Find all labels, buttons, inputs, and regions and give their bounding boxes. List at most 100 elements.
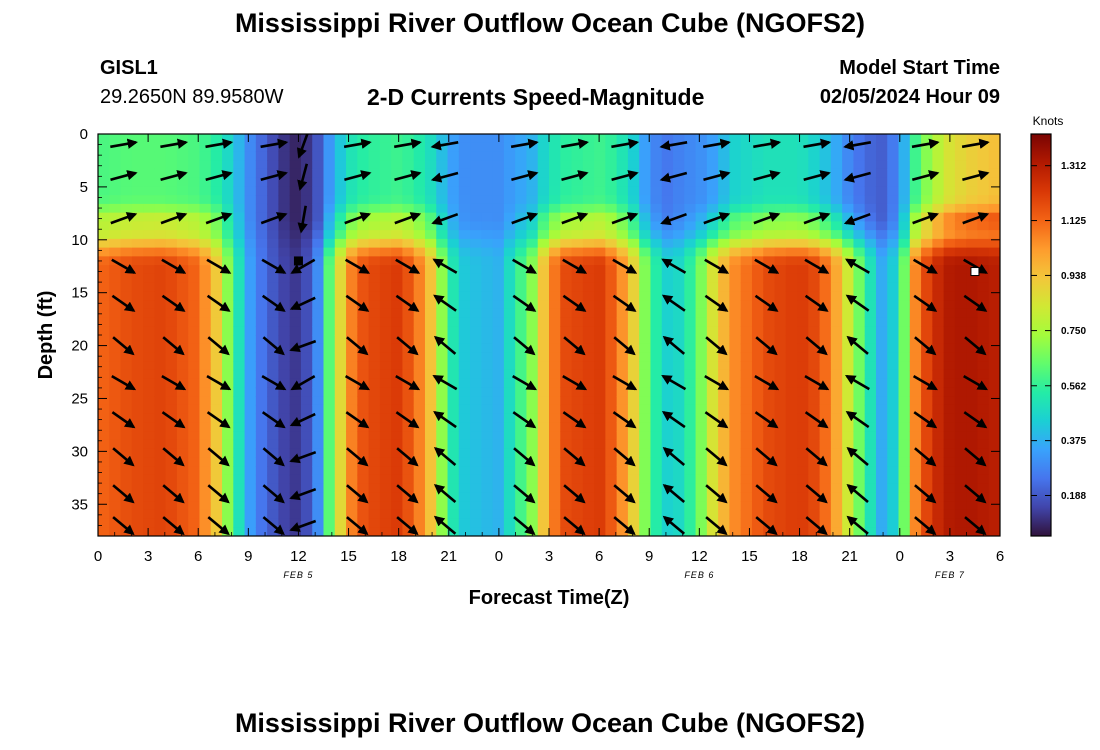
heatmap-cell [954,335,967,345]
heatmap-cell [165,431,178,441]
heatmap-cell [515,431,528,441]
heatmap-cell [368,291,381,301]
heatmap-cell [718,335,731,345]
heatmap-cell [740,317,753,327]
heatmap-cell [560,457,573,467]
heatmap-cell [819,466,832,476]
heatmap-cell [413,195,426,205]
heatmap-cell [436,195,449,205]
heatmap-cell [842,230,855,240]
current-vector [289,412,316,427]
heatmap-cell [560,527,573,536]
heatmap-cell [323,422,336,432]
heatmap-cell [582,518,595,528]
heatmap-cell [853,134,866,144]
heatmap-cell [312,431,325,441]
heatmap-cell [954,326,967,336]
heatmap-cell [368,238,381,249]
heatmap-cell [830,134,843,144]
heatmap-cell [560,300,573,310]
heatmap-cell [424,404,437,415]
heatmap-cell [289,431,302,441]
heatmap-cell [413,317,426,327]
heatmap-cell [98,335,110,345]
heatmap-cell [943,177,956,188]
heatmap-cell [740,282,753,292]
heatmap-cell [751,168,764,179]
heatmap-cell [109,387,122,397]
heatmap-cell [176,160,189,170]
heatmap-cell [470,413,482,423]
heatmap-cell [571,282,584,292]
heatmap-cell [176,317,189,327]
heatmap-cell [154,509,167,520]
heatmap-cell [875,256,888,266]
heatmap-cell [729,203,742,214]
heatmap-cell [458,492,471,502]
heatmap-cell [740,160,753,170]
heatmap-cell [154,448,167,458]
heatmap-cell [244,134,257,144]
heatmap-cell [830,509,843,520]
heatmap-cell [515,378,528,389]
heatmap-cell [458,387,471,397]
x-tick-label: 3 [144,548,152,565]
heatmap-cell [233,431,246,441]
heatmap-cell [323,221,336,231]
heatmap-cell [560,361,573,371]
heatmap-cell [673,474,685,485]
heatmap-cell [864,474,877,485]
heatmap-cell [785,474,798,485]
heatmap-cell [774,439,787,450]
current-vector [754,294,779,312]
heatmap-cell [199,308,212,319]
heatmap-cell [199,212,212,222]
heatmap-cell [639,422,652,432]
heatmap-cell [729,483,742,493]
heatmap-cell [763,387,776,397]
heatmap-cell [188,335,201,345]
heatmap-cell [278,256,291,266]
heatmap-cell [943,256,956,266]
heatmap-cell [391,483,404,493]
heatmap-cell [977,238,990,249]
heatmap-cell [909,361,922,371]
heatmap-cell [966,509,979,520]
heatmap-cell [233,151,246,161]
heatmap-cell [312,177,325,188]
heatmap-cell [368,256,381,266]
heatmap-cell [729,247,742,257]
heatmap-cell [537,378,550,389]
heatmap-cell [346,369,358,380]
heatmap-cell [199,448,212,458]
x-tick-label: 15 [340,548,357,565]
heatmap-cell [605,518,618,528]
heatmap-cell [864,335,877,345]
heatmap-cell [357,439,370,450]
heatmap-cell [267,387,280,397]
heatmap-cell [391,238,404,249]
heatmap-cell [233,335,246,345]
heatmap-cell [526,466,539,476]
heatmap-cell [751,273,764,284]
current-vector [162,447,185,467]
heatmap-cell [763,404,776,415]
heatmap-cell [334,431,347,441]
heatmap-cell [154,195,167,205]
heatmap-cell [188,474,201,485]
heatmap-cell [830,396,843,406]
heatmap-cell [695,326,708,336]
heatmap-cell [751,492,764,502]
heatmap-cell [312,352,325,362]
heatmap-cell [492,203,505,214]
heatmap-cell [887,160,900,170]
heatmap-cell [515,221,528,231]
heatmap-cell [988,230,1000,240]
heatmap-cell [684,404,697,415]
heatmap-cell [549,474,561,485]
heatmap-cell [267,142,280,153]
heatmap-cell [763,352,776,362]
heatmap-cell [898,238,911,249]
heatmap-cell [954,361,967,371]
heatmap-cell [458,335,471,345]
